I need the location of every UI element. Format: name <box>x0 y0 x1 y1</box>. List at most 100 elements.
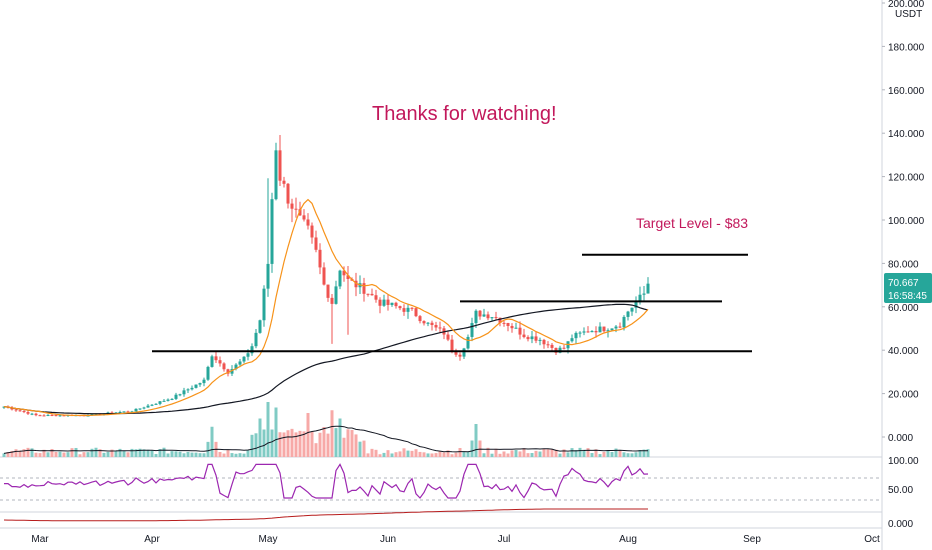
candle-body <box>50 414 54 416</box>
candle-body <box>282 180 286 184</box>
candle-body <box>430 322 434 326</box>
volume-bar <box>510 450 514 457</box>
volume-bar <box>302 431 306 457</box>
last-price-value: 70.667 <box>888 278 919 289</box>
candle-body <box>490 317 494 319</box>
volume-bar <box>342 437 346 457</box>
volume-bar <box>354 434 358 457</box>
volume-bar <box>602 451 606 457</box>
candle-body <box>122 411 126 413</box>
volume-bar <box>198 453 202 457</box>
volume-bar <box>534 450 538 457</box>
volume-bar <box>374 449 378 457</box>
volume-bar <box>26 447 30 457</box>
candle-body <box>518 327 522 335</box>
volume-bar <box>142 449 146 457</box>
candle-body <box>258 320 262 333</box>
volume-bar <box>310 431 314 457</box>
volume-bar <box>206 441 210 457</box>
volume-bar <box>2 453 6 457</box>
price-tick: 200.000 <box>888 0 925 10</box>
volume-bar <box>418 451 422 457</box>
volume-bar <box>530 453 534 457</box>
volume-bar <box>386 450 390 457</box>
volume-bar <box>38 453 42 457</box>
volume-bar <box>210 426 214 457</box>
currency-label: USDT <box>895 9 922 20</box>
volume-bar <box>226 449 230 457</box>
volume-bar <box>150 450 154 457</box>
candle-body <box>542 339 546 345</box>
rsi-axis: 100.00 50.00 0.000 <box>888 456 919 530</box>
volume-bar <box>538 451 542 457</box>
volume-bar <box>298 430 302 457</box>
volume-bar <box>18 450 22 457</box>
candle-body <box>642 293 646 295</box>
volume-bar <box>618 450 622 457</box>
volume-ma-line <box>3 425 649 454</box>
volume-bar <box>338 418 342 457</box>
candle-body <box>514 327 518 329</box>
volume-bar <box>366 453 370 457</box>
time-axis[interactable]: Mar Apr May Jun Jul Aug Sep Oct <box>31 534 880 545</box>
volume-bar <box>118 448 122 457</box>
candle-body <box>266 263 270 289</box>
price-tick: 40.000 <box>888 346 919 357</box>
candle-body <box>226 369 230 374</box>
candle-body <box>486 314 490 319</box>
volume-bar <box>614 448 618 457</box>
volume-bar <box>10 450 14 457</box>
candle-body <box>610 328 614 331</box>
candle-body <box>618 326 622 328</box>
volume-bar <box>458 448 462 457</box>
candle-body <box>622 316 626 328</box>
candle-body <box>302 215 306 220</box>
candle-body <box>594 331 598 333</box>
candle-body <box>378 299 382 306</box>
lower-tick-0: 0.000 <box>888 519 913 530</box>
candle-body <box>34 413 38 416</box>
volume-bar <box>334 428 338 457</box>
candle-body <box>182 390 186 395</box>
price-axis[interactable]: USDT 200.000 180.000 160.000 140.000 120.000… <box>882 0 932 444</box>
volume-bar <box>498 453 502 457</box>
candle-body <box>586 331 590 333</box>
volume-bar <box>146 449 150 457</box>
volume-bar <box>250 434 254 457</box>
volume-bar <box>34 452 38 457</box>
time-tick: Apr <box>144 534 160 545</box>
candle-body <box>274 150 278 200</box>
candle-body <box>42 415 46 417</box>
rsi-line <box>4 463 649 499</box>
lower-indicator-line <box>3 508 648 522</box>
candle-body <box>10 407 14 410</box>
candle-body <box>466 336 470 349</box>
volume-bar <box>158 449 162 457</box>
rsi-tick-100: 100.00 <box>888 456 919 467</box>
rsi-indicator <box>4 463 649 499</box>
volume-bar <box>30 448 34 457</box>
horizontal-levels[interactable] <box>152 253 752 353</box>
headline-annotation[interactable]: Thanks for watching! <box>372 103 557 125</box>
rsi-guides <box>0 477 882 501</box>
volume-bar <box>202 453 206 457</box>
candle-body <box>214 356 218 361</box>
volume-bar <box>86 452 90 457</box>
volume-bar <box>234 453 238 457</box>
target-annotation[interactable]: Target Level - $83 <box>636 215 748 231</box>
candle-body <box>382 299 386 306</box>
candle-body <box>482 314 486 317</box>
price-tick: 120.000 <box>888 173 925 184</box>
candle-body <box>126 411 130 413</box>
candle-body <box>370 293 374 296</box>
volume-bar <box>462 451 466 457</box>
volume-bar <box>126 452 130 457</box>
volume-bar <box>54 451 58 457</box>
time-tick: Jul <box>498 534 511 545</box>
volume-bar <box>330 410 334 457</box>
candle-body <box>174 394 178 399</box>
volume-bar <box>246 450 250 457</box>
candle-body <box>294 208 298 210</box>
volume-bar <box>554 449 558 457</box>
